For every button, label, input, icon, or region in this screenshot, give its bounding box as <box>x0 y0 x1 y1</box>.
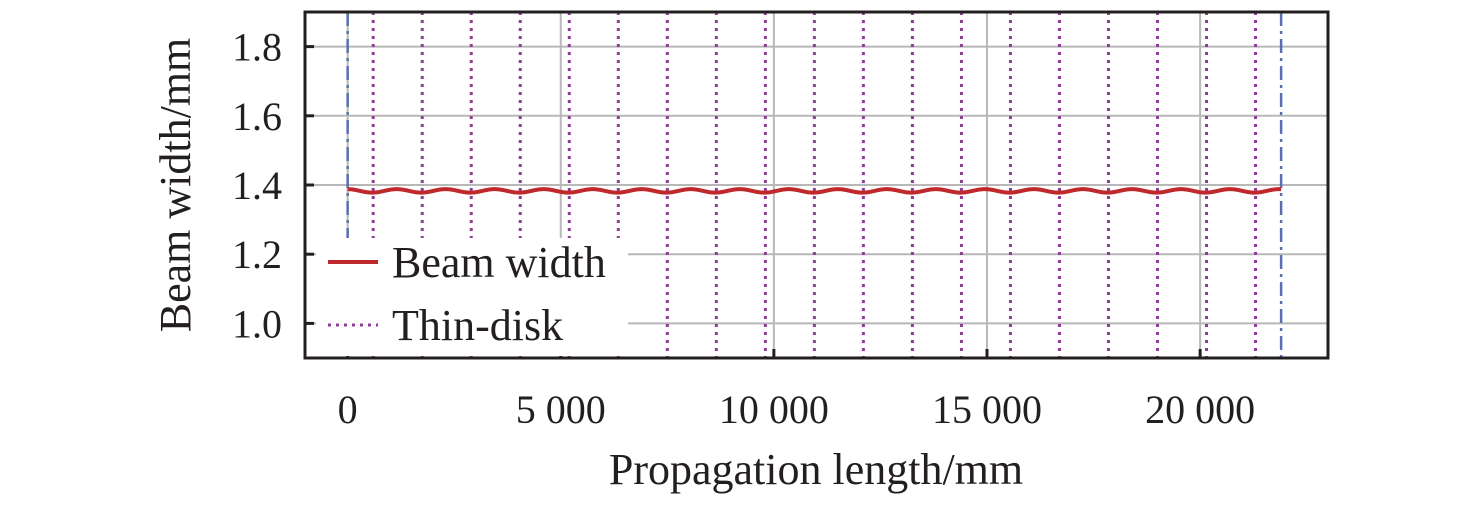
boundary-markers <box>346 12 1283 358</box>
legend-label-thin-disk: Thin-disk <box>392 301 563 350</box>
x-tick-label-4: 20 000 <box>1145 387 1255 432</box>
legend-label-beam-width: Beam width <box>392 238 606 287</box>
y-axis-ticks: 1.0 1.2 1.4 1.6 1.8 <box>232 25 314 346</box>
x-axis-ticks: 0 5 000 10 000 15 000 20 000 <box>338 349 1255 432</box>
x-axis-title: Propagation length/mm <box>609 445 1023 494</box>
y-tick-label-4: 1.8 <box>232 25 282 70</box>
y-tick-label-1: 1.2 <box>232 232 282 277</box>
x-tick-label-1: 5 000 <box>516 387 606 432</box>
x-tick-label-0: 0 <box>338 387 358 432</box>
y-tick-label-3: 1.6 <box>232 94 282 139</box>
y-tick-label-2: 1.4 <box>232 163 282 208</box>
x-tick-label-2: 10 000 <box>719 387 829 432</box>
legend-background <box>316 238 628 356</box>
y-axis-title: Beam width/mm <box>151 38 200 333</box>
y-tick-label-0: 1.0 <box>232 301 282 346</box>
beam-width-line <box>347 187 1282 195</box>
legend: Beam width Thin-disk <box>316 238 628 356</box>
x-tick-label-3: 15 000 <box>932 387 1042 432</box>
